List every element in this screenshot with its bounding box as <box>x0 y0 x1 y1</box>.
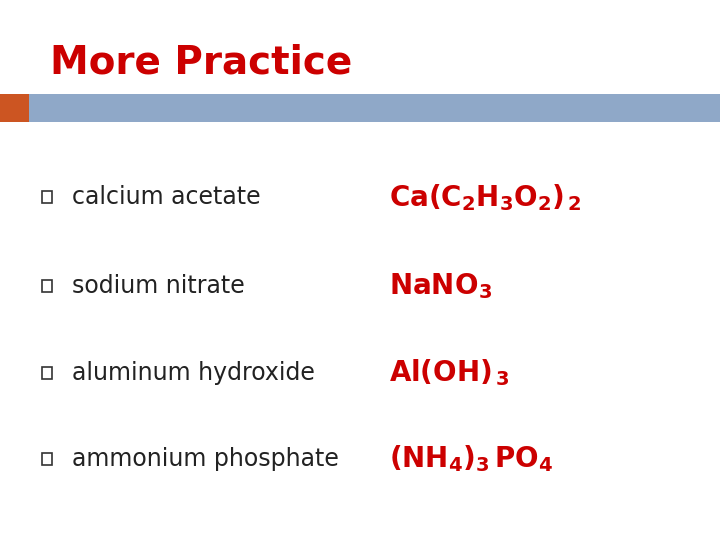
Text: $\mathbf{Ca(C_2H_3O_2)_{\,2}}$: $\mathbf{Ca(C_2H_3O_2)_{\,2}}$ <box>389 181 582 213</box>
Bar <box>0 94 720 122</box>
Bar <box>42 191 52 203</box>
Text: aluminum hydroxide: aluminum hydroxide <box>72 361 315 384</box>
Text: $\mathbf{(NH_4)_3\,PO_4}$: $\mathbf{(NH_4)_3\,PO_4}$ <box>389 443 553 475</box>
Text: $\mathbf{Al(OH)_{\,3}}$: $\mathbf{Al(OH)_{\,3}}$ <box>389 357 510 388</box>
Text: calcium acetate: calcium acetate <box>72 185 261 209</box>
Bar <box>42 367 52 379</box>
Text: ammonium phosphate: ammonium phosphate <box>72 447 339 471</box>
Text: More Practice: More Practice <box>50 43 353 81</box>
Bar <box>42 453 52 465</box>
Bar <box>42 280 52 292</box>
Text: $\mathbf{NaNO_3}$: $\mathbf{NaNO_3}$ <box>389 271 492 301</box>
Text: sodium nitrate: sodium nitrate <box>72 274 245 298</box>
Bar <box>0 94 29 122</box>
